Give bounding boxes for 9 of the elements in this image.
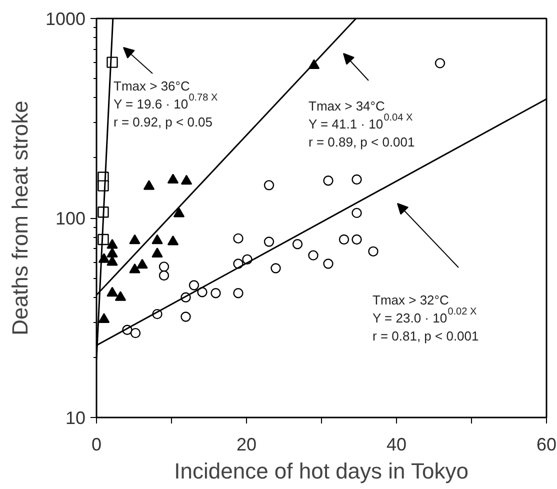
y-axis-title: Deaths from heat stroke	[7, 100, 32, 336]
y-tick-label: 10	[65, 408, 86, 428]
x-tick-label: 40	[386, 434, 407, 454]
x-tick-label: 20	[236, 434, 257, 454]
y-tick-label: 100	[55, 208, 86, 228]
x-tick-label: 0	[91, 434, 102, 454]
y-tick-label: 1000	[45, 9, 86, 29]
x-axis-title: Incidence of hot days in Tokyo	[174, 458, 468, 484]
x-tick-label: 60	[536, 434, 557, 454]
